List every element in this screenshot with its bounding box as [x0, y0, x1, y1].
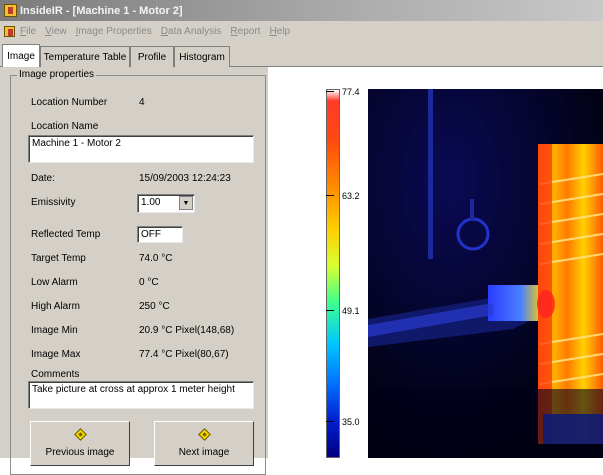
reflected-temp-label: Reflected Temp	[31, 229, 101, 240]
previous-image-label: Previous image	[45, 447, 115, 458]
target-temp-label: Target Temp	[31, 253, 86, 264]
scale-tick	[326, 421, 334, 422]
image-min-label: Image Min	[31, 325, 78, 336]
previous-image-icon	[73, 428, 87, 441]
tab-profile[interactable]: Profile	[130, 46, 174, 67]
menu-data-analysis[interactable]: Data Analysis	[160, 25, 222, 37]
scale-label: 49.1	[342, 306, 360, 316]
scale-label: 63.2	[342, 191, 360, 201]
location-name-value: Machine 1 - Motor 2	[32, 138, 121, 149]
scale-label-max: 77.4	[342, 87, 360, 97]
scale-tick	[326, 195, 334, 196]
comments-field[interactable]: Take picture at cross at approx 1 meter …	[28, 381, 254, 409]
temperature-scale-bar	[326, 89, 340, 458]
location-number-value: 4	[139, 97, 145, 108]
reflected-temp-field[interactable]: OFF	[137, 226, 183, 243]
target-temp-value: 74.0 °C	[139, 253, 173, 264]
menu-help[interactable]: Help	[269, 25, 291, 37]
tab-strip: Image Temperature Table Profile Histogra…	[0, 41, 603, 68]
document-icon[interactable]	[4, 25, 15, 37]
tab-histogram[interactable]: Histogram	[174, 46, 230, 67]
title-bar: InsideIR - [Machine 1 - Motor 2]	[0, 0, 603, 21]
image-max-value: 77.4 °C Pixel(80,67)	[139, 349, 229, 360]
location-number-label: Location Number	[31, 97, 108, 108]
image-max-label: Image Max	[31, 349, 81, 360]
location-name-field[interactable]: Machine 1 - Motor 2	[28, 135, 254, 163]
comments-value: Take picture at cross at approx 1 meter …	[32, 384, 235, 395]
group-title: Image properties	[17, 69, 97, 80]
next-image-button[interactable]: Next image	[154, 421, 254, 466]
emissivity-select[interactable]: 1.00 ▼	[137, 194, 195, 213]
reflected-temp-value: OFF	[141, 229, 161, 240]
tab-image[interactable]: Image	[2, 44, 40, 68]
location-name-label: Location Name	[31, 121, 99, 132]
high-alarm-label: High Alarm	[31, 301, 80, 312]
low-alarm-value: 0 °C	[139, 277, 159, 288]
next-image-icon	[197, 428, 211, 441]
menu-report[interactable]: Report	[230, 25, 261, 37]
menu-file[interactable]: File	[20, 25, 37, 37]
scale-tick	[326, 91, 334, 92]
high-alarm-value: 250 °C	[139, 301, 170, 312]
menu-bar: File View Image Properties Data Analysis…	[0, 21, 603, 41]
tab-temperature-table[interactable]: Temperature Table	[40, 46, 130, 67]
comments-label: Comments	[31, 369, 80, 380]
image-min-value: 20.9 °C Pixel(148,68)	[139, 325, 235, 336]
date-label: Date:	[31, 173, 55, 184]
image-properties-panel: Image properties Location Number 4 Locat…	[0, 67, 268, 475]
emissivity-value: 1.00	[141, 197, 161, 208]
previous-image-button[interactable]: Previous image	[30, 421, 130, 466]
app-icon	[4, 4, 17, 17]
thermal-image-render	[368, 89, 603, 458]
low-alarm-label: Low Alarm	[31, 277, 78, 288]
next-image-label: Next image	[178, 447, 230, 458]
emissivity-label: Emissivity	[31, 197, 76, 208]
thermal-image[interactable]	[368, 89, 603, 458]
menu-image-properties[interactable]: Image Properties	[75, 25, 152, 37]
scale-tick	[326, 310, 334, 311]
scale-label-min: 35.0	[342, 417, 360, 427]
chevron-down-icon[interactable]: ▼	[179, 196, 193, 210]
thermal-view: 77.4 63.2 49.1 35.0	[268, 67, 603, 458]
date-value: 15/09/2003 12:24:23	[139, 173, 231, 184]
menu-view[interactable]: View	[45, 25, 67, 37]
window-title: InsideIR - [Machine 1 - Motor 2]	[20, 4, 183, 17]
